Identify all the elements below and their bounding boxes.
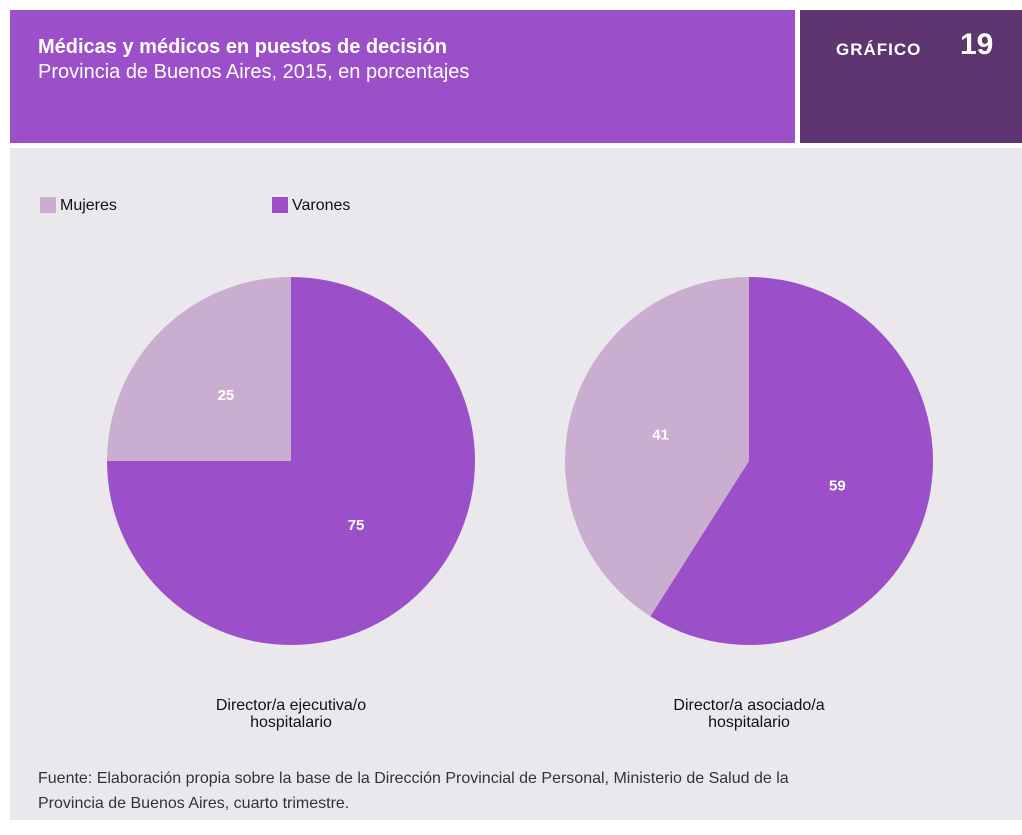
value-label: 25: [218, 387, 235, 404]
pie-title: Director/a asociado/a hospitalario: [673, 697, 825, 731]
source-note: Fuente: Elaboración propia sobre la base…: [38, 770, 789, 812]
legend-swatch: [40, 197, 56, 213]
legend-swatch: [272, 197, 288, 213]
figure-box: [800, 10, 1022, 143]
pie-slice: [565, 277, 749, 617]
value-label: 41: [652, 426, 669, 443]
pie-slice: [107, 277, 475, 645]
chart-title: Médicas y médicos en puestos de decisión: [38, 36, 448, 58]
figure-number: 19: [960, 28, 994, 61]
header-band: [10, 10, 795, 143]
legend-label: Mujeres: [60, 197, 117, 214]
pie-slice: [107, 277, 291, 461]
value-label: 59: [829, 478, 846, 495]
pie-slice: [650, 277, 934, 645]
value-label: 75: [348, 517, 365, 534]
legend-label: Varones: [292, 197, 350, 214]
figure-label: GRÁFICO: [836, 40, 922, 59]
chart-subtitle: Provincia de Buenos Aires, 2015, en porc…: [38, 61, 470, 83]
pie-title: Director/a ejecutiva/o hospitalario: [215, 697, 367, 731]
